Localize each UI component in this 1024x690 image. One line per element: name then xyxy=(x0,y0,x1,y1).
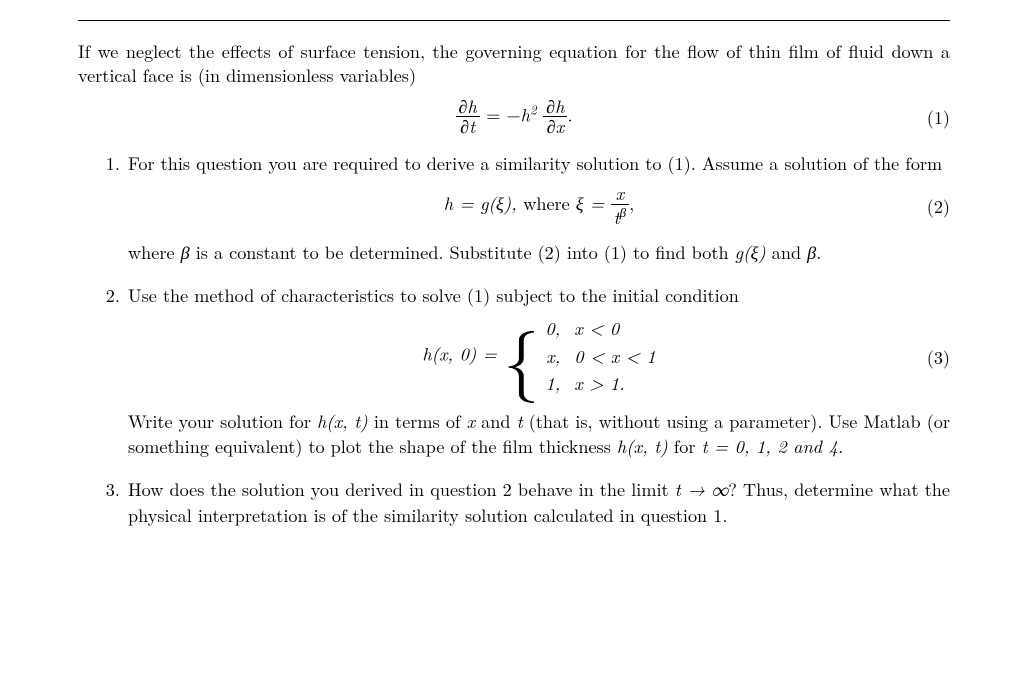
q2-follow-e: for xyxy=(668,433,702,459)
intro-paragraph: If we neglect the effects of surface ten… xyxy=(78,39,950,88)
q2-tvals: t = 0, 1, 2 and 4. xyxy=(702,434,844,459)
eq3-lhs: h(x, 0) = xyxy=(422,342,503,367)
equation-1: ∂h ∂t = −h2 ∂h ∂x . (1) xyxy=(78,98,950,137)
q2-hxt2: h(x, t) xyxy=(617,434,668,459)
q2-follow-c: and xyxy=(475,408,517,434)
eq2-where: where xyxy=(523,190,576,216)
q3-limit: t → ∞ xyxy=(675,477,729,502)
page: If we neglect the effects of surface ten… xyxy=(0,0,1024,527)
xi-fraction: x tβ xyxy=(611,184,630,226)
eq2-lhs: h = g(ξ), xyxy=(444,191,517,216)
question-3: How does the solution you derived in que… xyxy=(126,477,950,527)
eq3-cases: { 0, x < 0 x, 0 < x < 1 1, x > 1. xyxy=(503,317,655,396)
q2-follow-b: in terms of xyxy=(368,408,467,434)
case-0-right: x < 0 xyxy=(574,317,655,341)
case-1-right: 0 < x < 1 xyxy=(574,345,655,369)
q1-beta: β xyxy=(181,240,190,265)
q1-follow-b: is a constant to be determined. Substitu… xyxy=(190,239,735,265)
question-1: For this question you are required to de… xyxy=(126,151,950,265)
top-rule xyxy=(78,20,950,21)
case-2-left: 1, xyxy=(545,372,560,396)
equation-2: h = g(ξ), where ξ = x tβ , (2) xyxy=(128,185,950,227)
case-2-right: x > 1. xyxy=(574,372,655,396)
q2-x: x xyxy=(467,409,475,434)
q1-g: g(ξ) xyxy=(735,240,766,265)
q2-lead: Use the method of characteristics to sol… xyxy=(128,282,739,308)
dh-dt-fraction: ∂h ∂t xyxy=(456,97,480,136)
q3-a: How does the solution you derived in que… xyxy=(128,476,675,502)
q1-follow-d: . xyxy=(816,239,821,265)
case-1-left: x, xyxy=(545,345,560,369)
equation-3-number: (3) xyxy=(656,345,950,369)
exp-2: 2 xyxy=(530,99,537,118)
h-coef: h xyxy=(521,102,530,127)
equals-minus: = − xyxy=(486,101,520,127)
equation-1-number: (1) xyxy=(573,105,951,129)
eq2-xi: ξ = xyxy=(576,191,611,216)
q1-follow-a: where xyxy=(128,239,181,265)
q1-beta2: β xyxy=(807,240,816,265)
equation-3: h(x, 0) = { 0, x < 0 x, 0 < x < 1 1, x >… xyxy=(128,317,950,396)
q1-follow-c: and xyxy=(766,239,807,265)
left-brace-icon: { xyxy=(503,325,539,385)
question-2: Use the method of characteristics to sol… xyxy=(126,283,950,459)
case-0-left: 0, xyxy=(545,317,560,341)
question-list: For this question you are required to de… xyxy=(78,151,950,527)
q2-follow-a: Write your solution for xyxy=(128,408,317,434)
dh-dx-fraction: ∂h ∂x xyxy=(543,97,567,136)
q2-hxt: h(x, t) xyxy=(317,409,368,434)
q1-lead: For this question you are required to de… xyxy=(128,150,942,176)
equation-2-number: (2) xyxy=(634,194,950,218)
